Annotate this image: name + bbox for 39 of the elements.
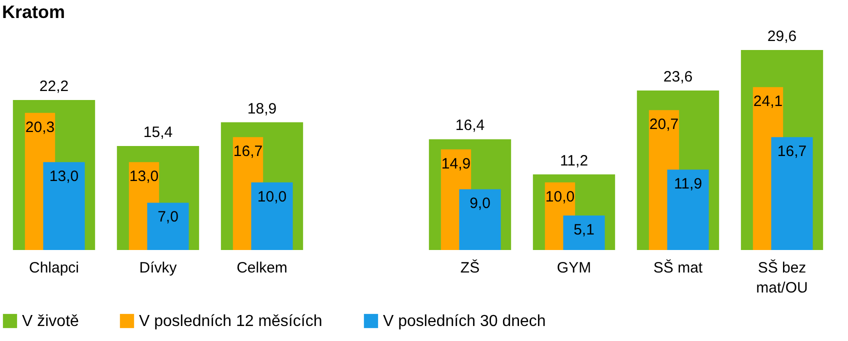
data-label: 20,7 xyxy=(649,116,679,134)
data-label: 16,7 xyxy=(777,143,807,160)
data-label: 5,1 xyxy=(574,222,594,239)
data-label: 11,2 xyxy=(560,152,588,170)
data-label: 24,1 xyxy=(753,93,783,110)
data-label: 23,6 xyxy=(663,68,693,86)
x-tick-label: ZŠ xyxy=(460,258,480,276)
chart-title: Kratom xyxy=(2,2,66,22)
data-label: 16,7 xyxy=(233,143,263,160)
x-tick-label: Celkem xyxy=(236,260,288,276)
data-label: 13,0 xyxy=(49,168,79,186)
bar xyxy=(667,170,709,250)
data-label: 20,3 xyxy=(25,118,55,136)
data-label: 15,4 xyxy=(143,124,173,141)
bar xyxy=(147,202,189,250)
data-label: 11,9 xyxy=(674,176,702,193)
legend-label: V posledních 12 měsících xyxy=(139,313,322,330)
data-label: 13,0 xyxy=(129,168,159,186)
data-label: 29,6 xyxy=(767,28,797,45)
data-label: 16,4 xyxy=(455,117,485,134)
bar xyxy=(459,189,501,250)
data-label: 9,0 xyxy=(470,195,490,212)
x-tick-label: Dívky xyxy=(139,260,178,276)
data-label: 22,2 xyxy=(39,78,69,95)
data-label: 10,0 xyxy=(545,188,575,206)
legend-label: V životě xyxy=(22,313,80,330)
legend-label: V posledních 30 dnech xyxy=(383,313,546,330)
data-label: 14,9 xyxy=(441,155,471,172)
data-label: 7,0 xyxy=(158,208,178,226)
x-tick-label: SŠ mat xyxy=(653,258,704,276)
x-tick-label: Chlapci xyxy=(28,260,80,276)
bar xyxy=(43,162,85,250)
data-label: 18,9 xyxy=(247,100,277,118)
data-label: 10,0 xyxy=(257,188,287,206)
x-tick-label: SŠ bez mat/OU xyxy=(756,258,808,296)
x-tick-label: GYM xyxy=(556,260,592,276)
bar xyxy=(251,182,293,250)
bar xyxy=(563,216,605,250)
bar xyxy=(771,137,813,250)
